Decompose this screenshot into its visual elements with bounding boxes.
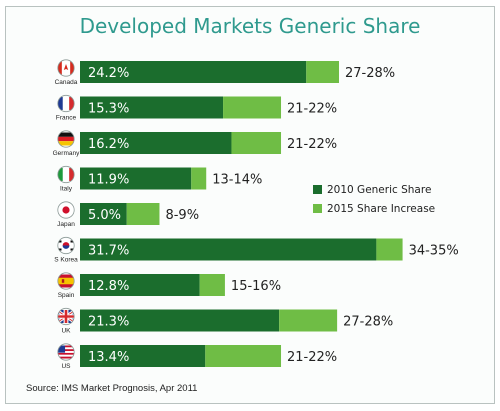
legend-swatch — [313, 204, 322, 213]
us-flag-icon — [57, 345, 75, 359]
bar-row-uk: UK 21.3% 27-28% — [57, 307, 393, 335]
bar-2015-share-increase — [223, 96, 282, 119]
bar-2010-generic-share — [80, 167, 192, 190]
legend-item-2010-generic-share: 2010 Generic Share — [313, 184, 431, 196]
bar-2015-share-increase — [205, 345, 282, 367]
category-label: France — [56, 115, 77, 122]
data-label-2010: 11.9% — [88, 173, 129, 188]
bar-row-germany: Germany 16.2% 21-22% — [53, 130, 337, 157]
legend-item-2015-share-increase: 2015 Share Increase — [313, 203, 435, 215]
bar-2015-share-increase — [376, 238, 403, 261]
data-label-2010: 12.8% — [88, 279, 129, 294]
bar-2010-generic-share — [80, 238, 377, 261]
bar-row-us: US 13.4% 21-22% — [57, 343, 337, 370]
category-label: S Korea — [54, 257, 78, 264]
source-note: Source: IMS Market Prognosis, Apr 2011 — [26, 383, 198, 394]
bar-row-spain: Spain 12.8% 15-16% — [57, 272, 281, 299]
legend-label: 2015 Share Increase — [327, 203, 435, 215]
bar-2010-generic-share — [80, 203, 127, 225]
data-label-2015-range: 8-9% — [165, 208, 199, 223]
category-label: Italy — [60, 186, 73, 193]
data-label-2015-range: 21-22% — [287, 102, 337, 117]
category-label: Japan — [57, 221, 75, 228]
data-label-2015-range: 34-35% — [409, 244, 459, 259]
bar-2010-generic-share — [80, 96, 224, 119]
canada-flag-icon — [57, 61, 75, 75]
data-label-2015-range: 27-28% — [343, 315, 393, 330]
bar-2010-generic-share — [80, 61, 307, 83]
bar-2015-share-increase — [199, 274, 225, 296]
bar-row-italy: Italy 11.9% 13-14% — [57, 165, 262, 193]
bar-row-canada: Canada 24.2% 27-28% — [55, 59, 395, 86]
bar-2010-generic-share — [80, 132, 232, 154]
category-label: Germany — [53, 150, 80, 157]
bar-row-s-korea: S Korea 31.7% 34-35% — [54, 236, 459, 264]
data-label-2015-range: 13-14% — [212, 173, 262, 188]
legend-swatch — [313, 185, 322, 194]
japan-flag-icon — [57, 203, 75, 217]
data-label-2015-range: 15-16% — [231, 279, 281, 294]
legend: 2010 Generic Share 2015 Share Increase — [313, 184, 435, 215]
category-label: Canada — [55, 79, 78, 86]
category-label: Spain — [58, 292, 75, 299]
bar-2015-share-increase — [126, 203, 160, 225]
bar-2010-generic-share — [80, 345, 206, 367]
data-label-2015-range: 21-22% — [287, 137, 337, 152]
data-label-2015-range: 27-28% — [345, 66, 395, 81]
data-label-2010: 15.3% — [88, 102, 129, 117]
data-label-2015-range: 21-22% — [287, 350, 337, 365]
category-label: US — [61, 363, 71, 370]
bar-row-france: France 15.3% 21-22% — [56, 94, 337, 122]
chart-title: Developed Markets Generic Share — [79, 14, 421, 38]
data-label-2010: 16.2% — [88, 137, 129, 152]
bar-2015-share-increase — [306, 61, 339, 83]
uk-flag-icon — [57, 308, 75, 325]
bar-2010-generic-share — [80, 309, 280, 332]
legend-label: 2010 Generic Share — [327, 184, 431, 196]
bar-row-japan: Japan 5.0% 8-9% — [57, 201, 199, 228]
data-label-2010: 13.4% — [88, 350, 129, 365]
spain-flag-icon — [57, 274, 75, 288]
bar-2015-share-increase — [279, 309, 338, 332]
data-label-2010: 5.0% — [88, 208, 121, 223]
bar-2010-generic-share — [80, 274, 200, 296]
italy-flag-icon — [57, 168, 75, 181]
germany-flag-icon — [57, 132, 75, 146]
data-label-2010: 31.7% — [88, 244, 129, 259]
data-label-2010: 21.3% — [88, 315, 129, 330]
south-korea-flag-icon — [57, 239, 75, 252]
bar-2015-share-increase — [191, 167, 207, 190]
category-label: UK — [61, 328, 71, 335]
france-flag-icon — [57, 97, 75, 110]
data-label-2010: 24.2% — [88, 66, 129, 81]
bar-2015-share-increase — [231, 132, 282, 154]
